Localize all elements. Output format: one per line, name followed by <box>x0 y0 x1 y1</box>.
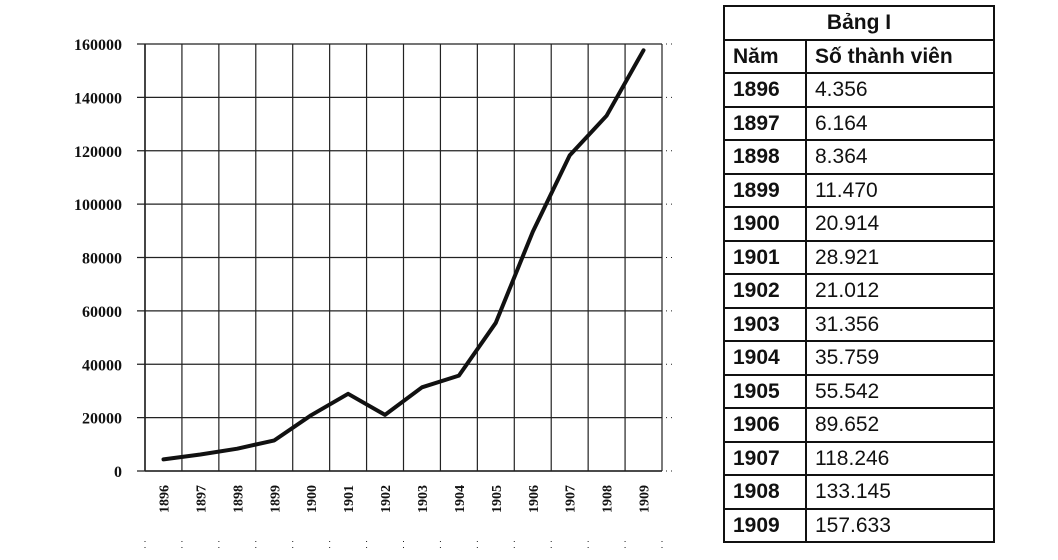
x-tick-label: 1899 <box>268 485 283 513</box>
y-tick-label: 20000 <box>82 411 122 428</box>
table-row: 1907 118.246 <box>723 440 995 476</box>
table-cell-members: 55.542 <box>805 373 995 409</box>
series-line <box>161 48 646 462</box>
table-row: 1901 28.921 <box>723 239 995 275</box>
table-cell-members: 20.914 <box>805 206 995 242</box>
table-cell-members: 157.633 <box>805 507 995 543</box>
table-cell-year: 1901 <box>723 239 807 275</box>
table-cell-year: 1909 <box>723 507 807 543</box>
table-cell-year: 1904 <box>723 340 807 376</box>
table-cell-year: 1908 <box>723 474 807 510</box>
table-cell-members: 118.246 <box>805 440 995 476</box>
x-tick-label: 1907 <box>564 485 579 513</box>
header-year: Năm <box>723 38 807 74</box>
table-cell-members: 8.364 <box>805 139 995 175</box>
table-cell-members: 35.759 <box>805 340 995 376</box>
table-row: 1898 8.364 <box>723 139 995 175</box>
y-tick-label: 120000 <box>74 144 122 161</box>
table-cell-year: 1898 <box>723 139 807 175</box>
x-tick-label: 1908 <box>601 485 616 513</box>
y-tick-label: 140000 <box>74 90 122 107</box>
table-row: 1900 20.914 <box>723 206 995 242</box>
x-tick-label: 1897 <box>194 485 209 513</box>
header-members: Số thành viên <box>805 38 995 74</box>
data-table-container: Bảng I Năm Số thành viên 1896 4.356 1897 6.… <box>723 5 995 543</box>
x-tick-label: 1902 <box>379 485 394 513</box>
x-tick-label: 1900 <box>305 485 320 513</box>
table-cell-year: 1897 <box>723 105 807 141</box>
y-tick-label: 60000 <box>82 304 122 321</box>
table-cell-year: 1906 <box>723 407 807 443</box>
table-row: 1896 4.356 <box>723 72 995 108</box>
x-tick-label: 1896 <box>157 485 172 513</box>
data-table: Bảng I Năm Số thành viên 1896 4.356 1897 6.… <box>723 5 995 543</box>
table-title: Bảng I <box>723 5 995 41</box>
table-row: 1909 157.633 <box>723 507 995 543</box>
table-cell-members: 6.164 <box>805 105 995 141</box>
x-tick-label: 1898 <box>231 485 246 513</box>
table-row: 1908 133.145 <box>723 474 995 510</box>
line-chart: 0 20000 40000 60000 80000 100000 120000 140000 1… <box>74 37 674 551</box>
x-tick-label: 1909 <box>638 485 653 513</box>
table-cell-year: 1902 <box>723 273 807 309</box>
table-row: 1902 21.012 <box>723 273 995 309</box>
table-row: 1903 31.356 <box>723 306 995 342</box>
x-tick-label: 1905 <box>490 485 505 513</box>
y-tick-label: 0 <box>114 464 122 481</box>
table-cell-year: 1900 <box>723 206 807 242</box>
table-row: 1904 35.759 <box>723 340 995 376</box>
y-tick-label: 80000 <box>82 251 122 268</box>
table-cell-year: 1896 <box>723 72 807 108</box>
table-cell-members: 11.470 <box>805 172 995 208</box>
table-cell-year: 1905 <box>723 373 807 409</box>
x-tick-labels: 1896 1897 1898 1899 1900 1901 1902 1903 1904 1905… <box>157 485 652 513</box>
table-cell-year: 1907 <box>723 440 807 476</box>
table-row: 1905 55.542 <box>723 373 995 409</box>
x-tick-label: 1901 <box>342 485 357 513</box>
table-row: 1897 6.164 <box>723 105 995 141</box>
table-cell-members: 89.652 <box>805 407 995 443</box>
x-tick-label: 1906 <box>527 485 542 513</box>
table-row: 1899 11.470 <box>723 172 995 208</box>
y-tick-labels: 0 20000 40000 60000 80000 100000 120000 140000 1… <box>74 37 122 481</box>
x-tick-label: 1904 <box>453 485 468 513</box>
table-cell-members: 21.012 <box>805 273 995 309</box>
table-cell-members: 133.145 <box>805 474 995 510</box>
table-cell-members: 31.356 <box>805 306 995 342</box>
y-tick-label: 160000 <box>74 37 122 54</box>
chart-grid <box>137 43 674 551</box>
table-cell-year: 1899 <box>723 172 807 208</box>
y-tick-label: 40000 <box>82 357 122 374</box>
table-cell-members: 28.921 <box>805 239 995 275</box>
y-tick-label: 100000 <box>74 197 122 214</box>
table-cell-year: 1903 <box>723 306 807 342</box>
table-cell-members: 4.356 <box>805 72 995 108</box>
table-row: 1906 89.652 <box>723 407 995 443</box>
x-tick-label: 1903 <box>416 485 431 513</box>
